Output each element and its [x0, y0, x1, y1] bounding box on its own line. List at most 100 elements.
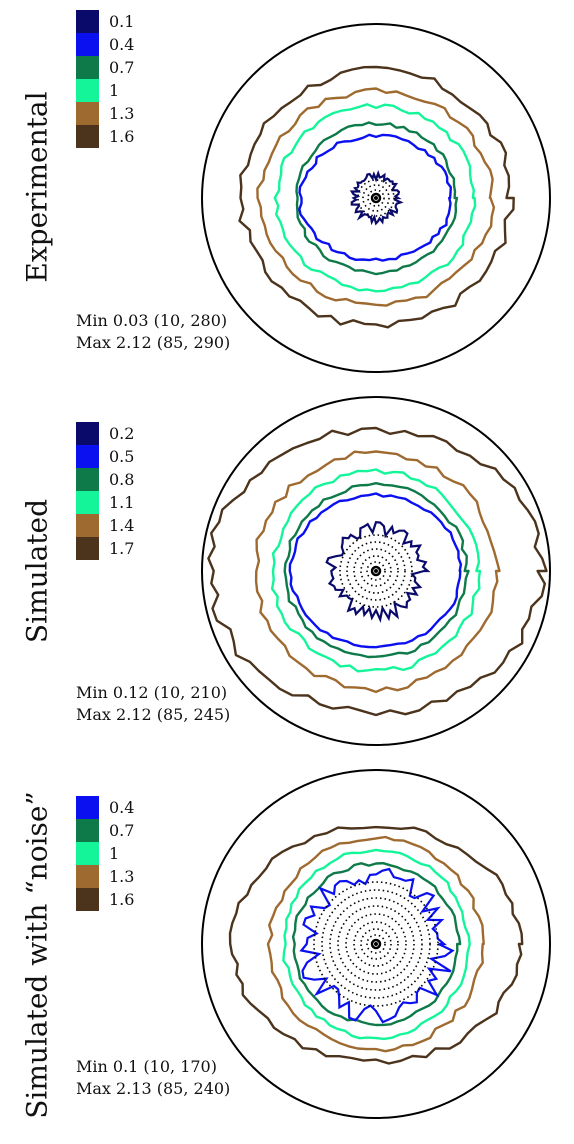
legend-label: 0.7 [109, 821, 135, 840]
legend: 0.2 0.5 0.8 1.1 1.4 1.7 [76, 422, 134, 560]
legend-swatch [76, 491, 99, 514]
legend-swatch [76, 445, 99, 468]
legend-item: 1.1 [76, 491, 134, 514]
legend-label: 0.7 [109, 58, 135, 77]
dotted-ring [339, 534, 413, 608]
legend-item: 0.4 [76, 796, 134, 819]
contour-line [298, 133, 452, 262]
dotted-ring [346, 541, 406, 601]
legend-swatch [76, 514, 99, 537]
outer-circle [201, 23, 551, 373]
center-dot [374, 942, 378, 946]
legend-item: 0.1 [76, 10, 134, 33]
legend-label: 1.3 [109, 867, 135, 886]
panel-experimental: Experimental 0.1 0.4 0.7 1 1.3 1.6 Min 0… [0, 0, 574, 374]
legend-item: 0.5 [76, 445, 134, 468]
dotted-ring [360, 928, 392, 960]
legend-label: 0.8 [109, 470, 135, 489]
legend-swatch [76, 56, 99, 79]
contour-line [270, 468, 482, 673]
legend-swatch [76, 888, 99, 911]
contour-line [256, 87, 496, 307]
legend-swatch [76, 865, 99, 888]
outer-circle [201, 396, 551, 746]
legend-label: 0.4 [109, 798, 135, 817]
legend-label: 1.1 [109, 493, 135, 512]
legend-swatch [76, 819, 99, 842]
contour-line [288, 492, 463, 649]
legend-swatch [76, 79, 99, 102]
legend-item: 1 [76, 79, 134, 102]
legend-item: 1.3 [76, 102, 134, 125]
panel-title: Experimental [20, 91, 54, 283]
max-text: Max 2.13 (85, 240) [76, 1079, 231, 1098]
legend-swatch [76, 33, 99, 56]
dotted-ring [357, 179, 395, 217]
legend: 0.1 0.4 0.7 1 1.3 1.6 [76, 10, 134, 148]
legend-label: 0.2 [109, 424, 135, 443]
dotted-ring [366, 561, 386, 581]
dotted-ring [367, 189, 385, 207]
legend: 0.4 0.7 1 1.3 1.6 [76, 796, 134, 911]
contour-line [273, 103, 477, 293]
min-text: Min 0.12 (10, 210) [76, 683, 228, 702]
legend-item: 0.8 [76, 468, 134, 491]
legend-swatch [76, 10, 99, 33]
contour-line [282, 848, 471, 1041]
pole-figure [201, 23, 551, 373]
legend-item: 0.2 [76, 422, 134, 445]
legend-label: 1 [109, 81, 120, 100]
legend-swatch [76, 842, 99, 865]
dotted-ring [370, 565, 382, 577]
stats: Min 0.12 (10, 210) Max 2.12 (85, 245) [76, 682, 230, 726]
dotted-ring [337, 905, 415, 983]
legend-item: 0.4 [76, 33, 134, 56]
center-dot [374, 196, 378, 200]
dotted-ring [353, 548, 399, 594]
contour-line [325, 521, 431, 624]
legend-label: 1 [109, 844, 120, 863]
dotted-ring [360, 555, 392, 587]
legend-swatch [76, 102, 99, 125]
center-dot [374, 569, 378, 573]
contour-line [291, 862, 462, 1027]
stats: Min 0.1 (10, 170) Max 2.13 (85, 240) [76, 1056, 230, 1100]
legend-item: 0.7 [76, 56, 134, 79]
legend-item: 1.6 [76, 888, 134, 911]
contour-line [295, 121, 459, 276]
dotted-ring [370, 192, 382, 204]
legend-label: 1.3 [109, 104, 135, 123]
legend-label: 0.5 [109, 447, 135, 466]
dotted-ring [362, 184, 390, 212]
dotted-ring [370, 938, 382, 950]
contour-line [349, 169, 404, 226]
legend-item: 1.3 [76, 865, 134, 888]
legend-swatch [76, 468, 99, 491]
legend-label: 1.7 [109, 539, 135, 558]
dotted-ring [353, 921, 399, 967]
outer-circle [201, 769, 551, 1119]
legend-label: 1.6 [109, 890, 135, 909]
legend-item: 1.6 [76, 125, 134, 148]
legend-label: 0.4 [109, 35, 135, 54]
dotted-ring [329, 897, 423, 991]
contour-line [238, 65, 515, 329]
legend-item: 1.7 [76, 537, 134, 560]
panel-simulated: Simulated 0.2 0.5 0.8 1.1 1.4 1.7 Min 0.… [0, 384, 574, 758]
dotted-ring [313, 881, 439, 1007]
contour-line [299, 867, 455, 1024]
stats: Min 0.03 (10, 280) Max 2.12 (85, 290) [76, 310, 230, 354]
dotted-ring [345, 913, 407, 975]
max-text: Max 2.12 (85, 245) [76, 705, 231, 724]
max-text: Max 2.12 (85, 290) [76, 333, 231, 352]
dotted-ring [321, 889, 431, 999]
legend-label: 0.1 [109, 12, 135, 31]
contour-line [207, 426, 548, 717]
min-text: Min 0.03 (10, 280) [76, 311, 228, 330]
pole-figure [201, 396, 551, 746]
legend-swatch [76, 422, 99, 445]
legend-item: 1 [76, 842, 134, 865]
pole-figure [201, 769, 551, 1119]
dotted-ring [366, 934, 386, 954]
legend-item: 0.7 [76, 819, 134, 842]
